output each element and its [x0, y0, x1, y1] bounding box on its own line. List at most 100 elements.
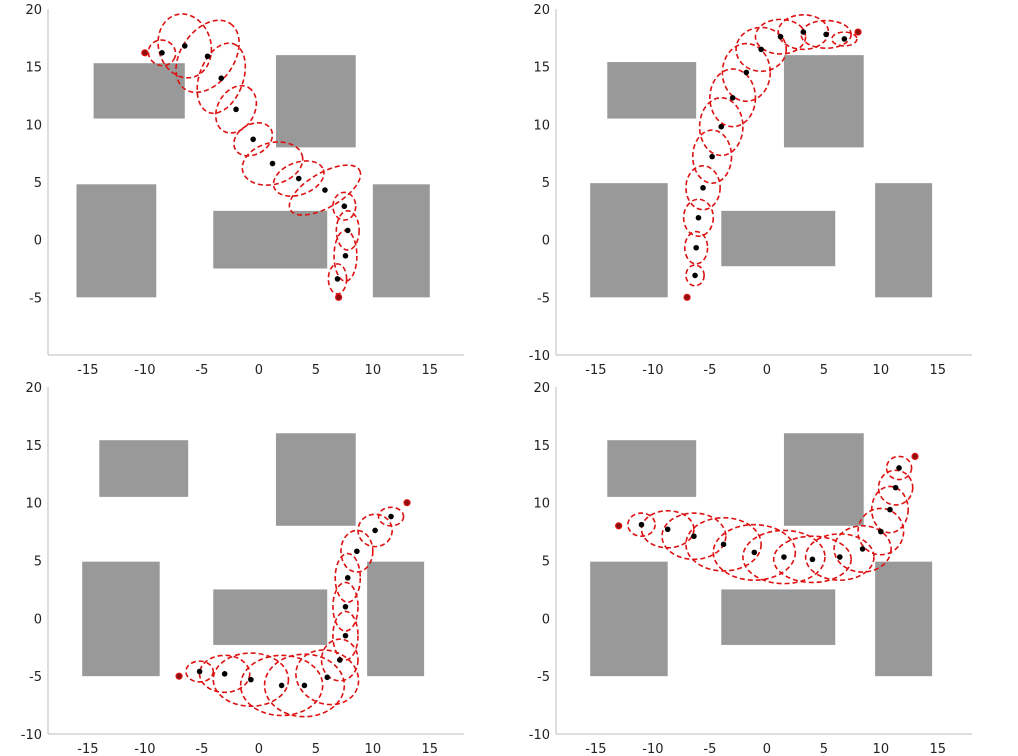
obstacle-3 [590, 561, 668, 677]
y-tick-label: -10 [529, 728, 550, 743]
start-point [683, 293, 691, 301]
mean-point-9 [758, 46, 764, 53]
mean-point-4 [218, 75, 225, 81]
y-tick-label: 0 [542, 234, 550, 249]
mean-point-2 [181, 43, 188, 49]
mean-point-5 [709, 153, 715, 160]
y-tick-label: 0 [542, 612, 550, 627]
uncertainty-ellipse-1 [627, 512, 656, 538]
y-tick-label: 20 [533, 381, 550, 396]
y-tick-label: 5 [34, 176, 42, 191]
mean-point-12 [372, 527, 378, 534]
uncertainty-ellipse-1 [185, 660, 215, 683]
uncertainty-ellipse-12 [800, 19, 852, 50]
x-tick-label: 5 [312, 363, 320, 378]
mean-point-1 [638, 521, 645, 528]
x-tick-label: 10 [365, 363, 382, 378]
mean-point-7 [729, 95, 736, 101]
mean-point-1 [196, 668, 203, 675]
uncertainty-ellipse-5 [263, 653, 346, 718]
uncertainty-ellipse-9 [332, 581, 359, 632]
obstacle-2 [783, 433, 864, 526]
mean-point-11 [354, 548, 360, 555]
mean-point-9 [342, 603, 349, 610]
mean-point-9 [859, 546, 866, 552]
x-tick-label: -10 [134, 742, 155, 756]
y-tick-label: 10 [533, 118, 550, 133]
mean-point-2 [664, 526, 671, 533]
y-tick-label: 5 [542, 176, 550, 191]
uncertainty-ellipse-10 [334, 552, 362, 603]
uncertainty-ellipse-4 [685, 165, 721, 211]
chart-panel-2: -15 -10 -5 0 5 10 15 20 15 10 5 0 -5 -10 [529, 3, 972, 378]
uncertainty-ellipse-8 [332, 610, 359, 661]
mean-point-7 [269, 160, 276, 167]
x-tick-label: -10 [642, 742, 663, 756]
uncertainty-ellipse-4 [685, 516, 762, 572]
y-tick-label: -5 [29, 291, 42, 306]
mean-point-8 [295, 175, 302, 182]
mean-point-8 [342, 632, 349, 639]
y-tick-label: 0 [34, 612, 42, 627]
mean-point-5 [751, 549, 758, 556]
x-tick-label: 0 [255, 742, 263, 756]
x-tick-label: -15 [585, 363, 606, 378]
uncertainty-ellipse-10 [857, 507, 905, 556]
mean-point-5 [301, 682, 308, 689]
mean-point-13 [334, 276, 341, 282]
mean-point-7 [809, 556, 816, 563]
mean-point-3 [248, 676, 254, 683]
uncertainty-ellipse-11 [335, 210, 360, 251]
uncertainty-ellipse-6 [742, 529, 826, 585]
mean-point-3 [695, 214, 702, 221]
y-tick-label: -5 [29, 670, 42, 685]
uncertainty-ellipse-10 [332, 191, 357, 221]
x-tick-label: -15 [585, 742, 606, 756]
uncertainty-ellipse-5 [712, 523, 797, 581]
x-tick-label: 10 [873, 742, 890, 756]
mean-point-3 [204, 53, 211, 60]
uncertainty-ellipse-3 [175, 19, 240, 94]
mean-point-11 [344, 227, 351, 234]
mean-point-2 [221, 671, 228, 677]
uncertainty-ellipse-7 [772, 535, 852, 584]
goal-point [854, 28, 862, 36]
mean-point-8 [836, 554, 843, 560]
obstacle-4 [213, 210, 328, 269]
obstacle-3 [76, 184, 157, 298]
uncertainty-ellipse-7 [241, 141, 304, 186]
start-point [141, 49, 149, 57]
x-tick-label: -10 [134, 363, 155, 378]
uncertainty-ellipse-3 [661, 512, 727, 561]
uncertainty-ellipse-4 [239, 654, 324, 717]
obstacle-3 [82, 561, 160, 677]
start-point [175, 672, 183, 680]
y-tick-label: -10 [21, 728, 42, 743]
mean-point-3 [691, 533, 697, 540]
x-tick-label: -15 [77, 742, 98, 756]
y-tick-label: 10 [25, 497, 42, 512]
obstacle-4 [721, 210, 836, 267]
mean-point-6 [324, 674, 331, 681]
obstacle-5 [875, 183, 933, 298]
uncertainty-ellipse-11 [340, 529, 374, 573]
x-tick-label: 15 [422, 742, 439, 756]
uncertainty-ellipse-13 [327, 263, 348, 295]
mean-point-2 [693, 244, 699, 251]
y-tick-label: 10 [25, 118, 42, 133]
x-tick-label: 5 [312, 742, 320, 756]
goal-point [911, 452, 919, 460]
uncertainty-ellipse-9 [288, 164, 362, 216]
uncertainty-ellipse-11 [777, 13, 830, 51]
x-tick-label: 15 [422, 363, 439, 378]
mean-point-4 [700, 184, 706, 191]
mean-point-13 [388, 513, 394, 520]
uncertainty-ellipse-4 [196, 42, 247, 115]
mean-point-10 [878, 528, 884, 535]
goal-point [403, 499, 411, 507]
x-tick-label: 15 [930, 742, 947, 756]
mean-point-1 [159, 50, 165, 56]
uncertainty-ellipse-8 [804, 533, 875, 581]
x-tick-label: 5 [820, 363, 828, 378]
